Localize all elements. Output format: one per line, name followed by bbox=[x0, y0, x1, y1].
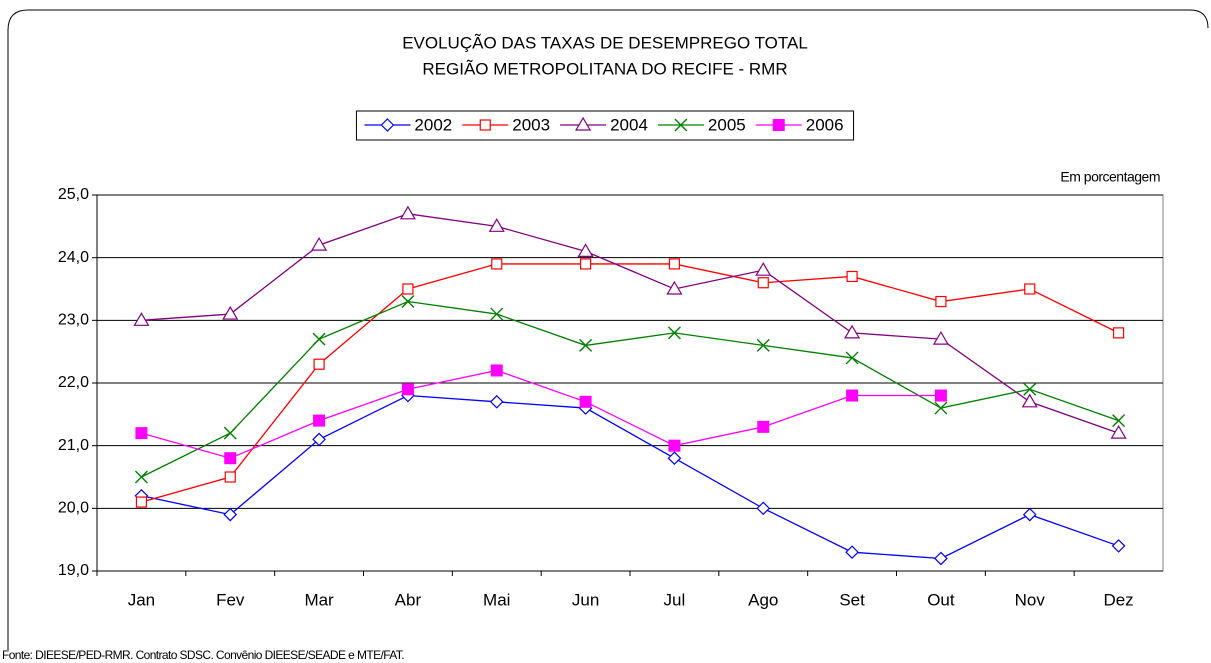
marker bbox=[844, 324, 861, 339]
x-tick-label: Nov bbox=[1015, 590, 1046, 609]
marker bbox=[380, 118, 395, 132]
marker bbox=[312, 432, 326, 447]
legend-label: 2005 bbox=[708, 115, 746, 134]
marker bbox=[579, 258, 592, 270]
y-tick-label: 24,0 bbox=[58, 249, 89, 266]
legend: 2002 2003 2004 2005 2006 bbox=[355, 110, 855, 141]
marker bbox=[399, 205, 416, 220]
marker bbox=[133, 312, 150, 326]
marker bbox=[757, 277, 769, 289]
series-line bbox=[141, 263, 1119, 503]
x-tick-label: Out bbox=[927, 590, 955, 609]
x-tick-label: Mai bbox=[483, 590, 510, 609]
y-tick-label: 23,0 bbox=[58, 312, 89, 329]
marker bbox=[846, 389, 859, 402]
marker bbox=[223, 507, 238, 522]
y-tick-label: 20,0 bbox=[58, 500, 89, 517]
marker bbox=[668, 258, 681, 270]
marker bbox=[135, 496, 148, 508]
x-tick-label: Fev bbox=[216, 590, 245, 609]
marker bbox=[934, 401, 948, 415]
marker bbox=[845, 545, 859, 560]
y-tick-label: 25,0 bbox=[58, 186, 89, 203]
marker bbox=[490, 364, 503, 377]
chart-subtitle: REGIÃO METROPOLITANA DO RECIFE - RMR bbox=[422, 59, 787, 78]
x-tick-label: Abr bbox=[395, 590, 422, 609]
marker bbox=[224, 471, 236, 483]
marker bbox=[1021, 393, 1038, 408]
marker bbox=[223, 426, 237, 440]
marker bbox=[772, 119, 785, 131]
marker bbox=[224, 452, 237, 465]
unit-note: Em porcentagem bbox=[1060, 169, 1160, 185]
legend-label: 2006 bbox=[806, 115, 844, 134]
marker bbox=[846, 270, 858, 283]
x-tick-label: Jan bbox=[128, 590, 155, 609]
marker bbox=[667, 451, 682, 466]
marker bbox=[579, 338, 593, 352]
marker bbox=[935, 295, 947, 308]
x-tick-label: Ago bbox=[748, 590, 778, 609]
marker bbox=[134, 470, 148, 484]
x-tick-label: Dez bbox=[1103, 590, 1133, 609]
x-tick-label: Mar bbox=[304, 590, 334, 609]
marker bbox=[934, 389, 947, 402]
marker bbox=[222, 305, 239, 320]
marker bbox=[668, 439, 681, 452]
marker bbox=[1112, 414, 1126, 428]
marker bbox=[491, 258, 503, 270]
marker bbox=[312, 332, 326, 346]
marker bbox=[667, 326, 681, 340]
marker bbox=[1112, 327, 1125, 339]
marker bbox=[313, 358, 325, 370]
marker bbox=[1111, 539, 1126, 553]
marker bbox=[845, 351, 859, 365]
y-tick-label: 22,0 bbox=[58, 374, 89, 391]
chart-title: EVOLUÇÃO DAS TAXAS DE DESEMPREGO TOTAL bbox=[402, 33, 808, 52]
marker bbox=[756, 501, 771, 516]
series-line bbox=[141, 213, 1119, 434]
marker bbox=[311, 236, 328, 251]
marker bbox=[1024, 283, 1036, 295]
marker bbox=[666, 280, 683, 295]
x-tick-label: Set bbox=[839, 590, 865, 609]
marker bbox=[402, 283, 414, 295]
frame bbox=[7, 9, 1209, 650]
marker bbox=[479, 119, 491, 131]
legend-label: 2003 bbox=[512, 115, 550, 134]
marker bbox=[579, 395, 592, 408]
marker bbox=[934, 551, 948, 566]
y-tick-label: 19,0 bbox=[58, 562, 89, 579]
x-tick-label: Jul bbox=[664, 590, 686, 609]
marker bbox=[1022, 507, 1037, 522]
source-note: Fonte: DIEESE/PED-RMR. Contrato SDSC. Co… bbox=[2, 648, 404, 662]
marker bbox=[313, 414, 326, 427]
marker bbox=[401, 295, 415, 309]
marker bbox=[575, 116, 592, 131]
marker bbox=[488, 218, 505, 232]
marker bbox=[1110, 424, 1127, 439]
marker bbox=[757, 420, 770, 433]
marker bbox=[577, 243, 594, 257]
marker bbox=[755, 262, 772, 276]
series-line bbox=[141, 394, 1119, 560]
series-line bbox=[141, 369, 941, 459]
marker bbox=[932, 330, 949, 345]
marker bbox=[674, 118, 688, 132]
x-tick-label: Jun bbox=[572, 590, 599, 609]
legend-label: 2004 bbox=[610, 115, 648, 134]
marker bbox=[490, 307, 504, 321]
marker bbox=[401, 383, 414, 396]
marker bbox=[135, 427, 148, 440]
y-tick-label: 21,0 bbox=[58, 437, 89, 454]
marker bbox=[1023, 382, 1037, 396]
marker bbox=[756, 338, 770, 352]
marker bbox=[489, 394, 504, 409]
series-line bbox=[141, 300, 1119, 478]
legend-label: 2002 bbox=[414, 115, 452, 134]
